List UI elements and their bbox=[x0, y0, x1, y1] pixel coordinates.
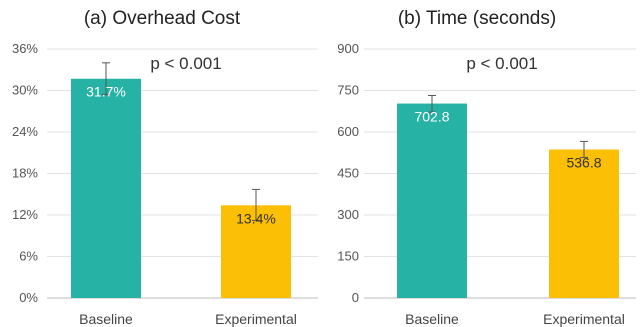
chart-title: (b) Time (seconds) bbox=[398, 8, 556, 29]
p-value-annotation: p < 0.001 bbox=[466, 54, 537, 73]
x-tick-label: Experimental bbox=[215, 311, 297, 327]
y-tick-label: 6% bbox=[19, 249, 38, 264]
x-tick-label: Baseline bbox=[79, 311, 133, 327]
y-tick-label: 12% bbox=[12, 207, 38, 222]
y-tick-label: 600 bbox=[337, 124, 359, 139]
y-tick-label: 150 bbox=[337, 249, 359, 264]
y-tick-label: 0 bbox=[352, 290, 359, 305]
chart-title: (a) Overhead Cost bbox=[84, 8, 241, 29]
x-tick-label: Experimental bbox=[543, 311, 625, 327]
data-label: 536.8 bbox=[566, 154, 601, 170]
y-tick-label: 18% bbox=[12, 166, 38, 181]
y-tick-label: 36% bbox=[12, 41, 38, 56]
data-label: 13.4% bbox=[236, 210, 276, 226]
bar-experimental bbox=[549, 149, 619, 298]
y-tick-label: 450 bbox=[337, 166, 359, 181]
y-tick-label: 0% bbox=[19, 290, 38, 305]
x-tick-label: Baseline bbox=[405, 311, 459, 327]
data-label: 31.7% bbox=[86, 84, 126, 100]
data-label: 702.8 bbox=[414, 109, 449, 125]
chart-panel-a: 0% 6% 12% 18% 24% 30% 36% 31.7% Baseline 13.4% Exp… bbox=[12, 8, 318, 327]
y-tick-label: 750 bbox=[337, 83, 359, 98]
p-value-annotation: p < 0.001 bbox=[150, 54, 221, 73]
bar-baseline bbox=[397, 103, 467, 298]
chart-panel-b: 0 150 300 450 600 750 900 702.8 Baseline 536.8 Exp… bbox=[337, 8, 636, 327]
y-tick-label: 30% bbox=[12, 83, 38, 98]
y-tick-label: 24% bbox=[12, 124, 38, 139]
bar-baseline bbox=[71, 78, 141, 298]
y-tick-label: 300 bbox=[337, 207, 359, 222]
y-tick-label: 900 bbox=[337, 41, 359, 56]
